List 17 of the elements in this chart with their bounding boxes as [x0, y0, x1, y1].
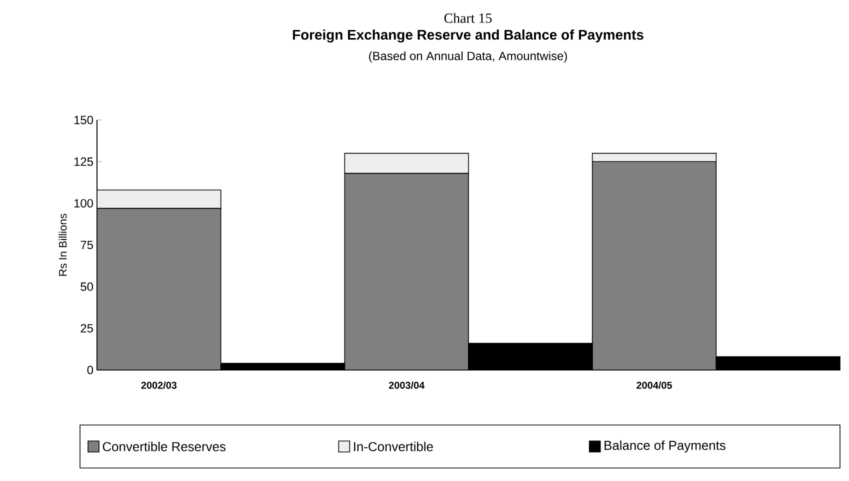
- chart-subtitle: (Based on Annual Data, Amountwise): [369, 51, 567, 63]
- y-tick-label: 100: [74, 199, 94, 208]
- x-tick-label: 2003/04: [388, 382, 425, 389]
- y-tick-label: 125: [74, 157, 93, 166]
- chart-title: Foreign Exchange Reserve and Balance of Payments: [292, 29, 644, 43]
- y-tick-label: 75: [80, 240, 93, 250]
- x-tick-label: 2002/03: [141, 382, 177, 389]
- y-tick-label: 150: [74, 116, 94, 124]
- y-tick-label: 50: [80, 282, 94, 291]
- caption: Chart 15: [444, 13, 492, 23]
- legend-label: Convertible Reserves: [102, 442, 226, 452]
- legend-label: In-Convertible: [354, 442, 433, 452]
- y-axis-title: Rs In Billions: [58, 214, 67, 276]
- legend-label: Balance of Payments: [604, 440, 726, 453]
- y-tick-label: 0: [87, 366, 94, 374]
- y-tick-label: 25: [80, 324, 93, 333]
- x-tick-label: 2004/05: [636, 382, 672, 389]
